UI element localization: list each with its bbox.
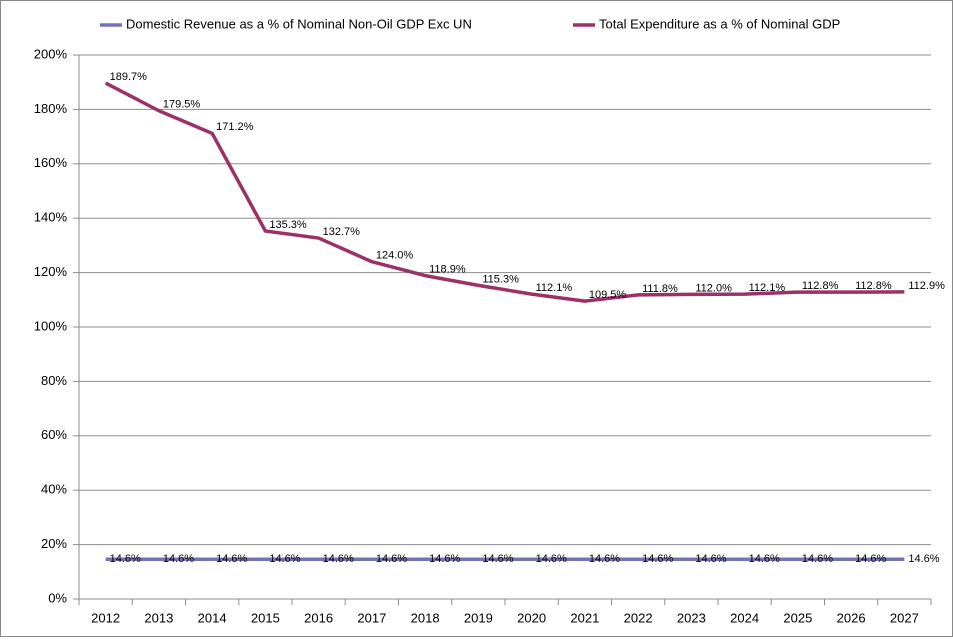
y-tick-label: 180% bbox=[34, 101, 68, 116]
y-tick-label: 0% bbox=[48, 590, 67, 605]
data-label: 112.0% bbox=[695, 282, 732, 294]
data-label: 14.6% bbox=[589, 553, 620, 565]
data-label: 112.8% bbox=[855, 280, 892, 292]
data-label: 14.6% bbox=[269, 553, 300, 565]
data-label: 112.1% bbox=[749, 282, 786, 294]
data-label: 118.9% bbox=[429, 263, 466, 275]
data-label: 14.6% bbox=[163, 553, 194, 565]
data-label: 14.6% bbox=[376, 553, 407, 565]
y-tick-label: 40% bbox=[41, 482, 67, 497]
x-tick-label: 2014 bbox=[198, 610, 227, 625]
y-tick-label: 20% bbox=[41, 536, 67, 551]
x-tick-label: 2016 bbox=[304, 610, 333, 625]
data-label: 14.6% bbox=[695, 553, 726, 565]
data-label: 14.6% bbox=[855, 553, 886, 565]
data-label: 14.6% bbox=[642, 553, 673, 565]
series-line bbox=[104, 81, 905, 303]
y-tick-label: 80% bbox=[41, 373, 67, 388]
x-tick-label: 2026 bbox=[837, 610, 866, 625]
x-tick-label: 2013 bbox=[144, 610, 173, 625]
x-tick-label: 2022 bbox=[624, 610, 653, 625]
data-label: 14.6% bbox=[908, 553, 939, 565]
data-label: 14.6% bbox=[749, 553, 780, 565]
x-tick-label: 2023 bbox=[677, 610, 706, 625]
data-label: 189.7% bbox=[110, 71, 148, 83]
data-label: 14.6% bbox=[216, 553, 247, 565]
x-tick-label: 2018 bbox=[411, 610, 440, 625]
x-tick-label: 2019 bbox=[464, 610, 493, 625]
x-tick-label: 2017 bbox=[357, 610, 386, 625]
data-label: 109.5% bbox=[589, 289, 627, 301]
data-label: 179.5% bbox=[163, 99, 201, 111]
data-label: 124.0% bbox=[376, 250, 414, 262]
data-label: 112.9% bbox=[908, 280, 945, 292]
y-tick-label: 140% bbox=[34, 210, 68, 225]
x-tick-label: 2021 bbox=[570, 610, 599, 625]
data-label: 135.3% bbox=[269, 219, 307, 231]
data-label: 115.3% bbox=[482, 273, 519, 285]
x-tick-label: 2015 bbox=[251, 610, 280, 625]
y-tick-label: 160% bbox=[34, 155, 68, 170]
data-label: 132.7% bbox=[323, 226, 361, 238]
x-tick-label: 2020 bbox=[517, 610, 546, 625]
data-label: 14.6% bbox=[802, 553, 833, 565]
y-tick-label: 100% bbox=[34, 318, 68, 333]
data-label: 171.2% bbox=[216, 121, 254, 133]
x-tick-label: 2012 bbox=[91, 610, 120, 625]
data-label: 14.6% bbox=[482, 553, 513, 565]
data-label: 14.6% bbox=[110, 553, 141, 565]
x-tick-label: 2024 bbox=[730, 610, 759, 625]
x-tick-label: 2027 bbox=[890, 610, 919, 625]
x-tick-label: 2025 bbox=[783, 610, 812, 625]
data-label: 111.8% bbox=[642, 283, 678, 295]
data-label: 14.6% bbox=[536, 553, 567, 565]
y-tick-label: 200% bbox=[34, 46, 68, 61]
data-label: 14.6% bbox=[323, 553, 354, 565]
data-label: 14.6% bbox=[429, 553, 460, 565]
legend-label: Domestic Revenue as a % of Nominal Non-O… bbox=[126, 16, 472, 31]
data-label: 112.1% bbox=[536, 282, 573, 294]
y-tick-label: 120% bbox=[34, 264, 68, 279]
y-tick-label: 60% bbox=[41, 427, 67, 442]
data-label: 112.8% bbox=[802, 280, 839, 292]
legend-label: Total Expenditure as a % of Nominal GDP bbox=[599, 16, 840, 31]
